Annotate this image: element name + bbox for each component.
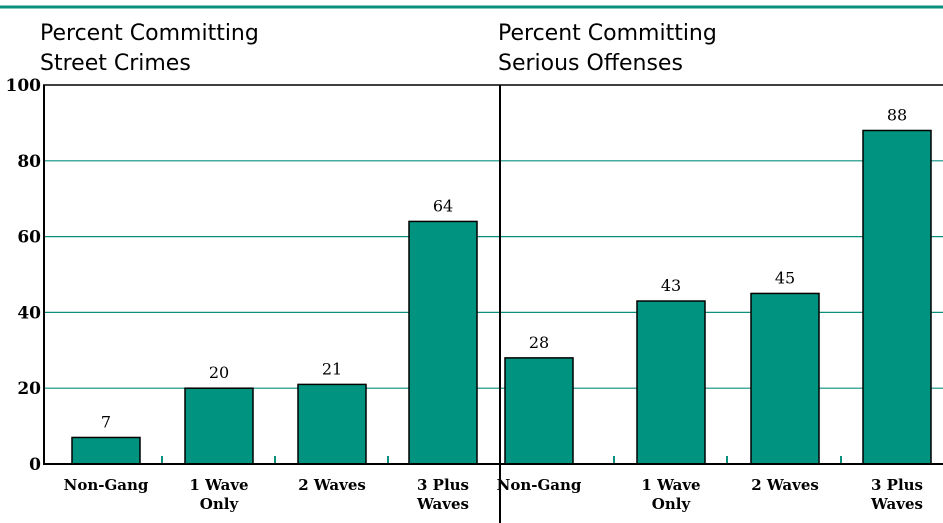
bar [862,129,932,465]
data-label: 20 [209,363,229,382]
x-tick-label: 2 Waves [751,476,819,494]
bar [504,357,574,465]
panel-title-1: Street Crimes [40,51,191,76]
y-tick-label: 40 [17,303,41,323]
bar [408,220,478,465]
y-tick-label: 80 [17,152,41,172]
data-label: 28 [529,333,549,352]
panel-title-2: Percent Committing [498,21,717,46]
bar [636,300,706,465]
x-tick-label: Non-Gang [64,476,149,494]
x-tick-label: Waves [416,495,469,513]
data-label: 45 [775,268,795,287]
x-tick-label: 1 Wave [641,476,700,494]
x-tick-label: 1 Wave [189,476,248,494]
y-tick-label: 60 [17,228,41,248]
data-label: 64 [433,196,453,215]
panel-title-1: Percent Committing [40,21,259,46]
data-label: 43 [661,276,681,295]
x-tick-label: Only [200,495,240,513]
data-label: 88 [887,105,907,124]
x-tick-label: 3 Plus [417,476,469,494]
x-tick-label: 3 Plus [871,476,923,494]
bar [750,292,820,465]
y-tick-label: 20 [17,379,41,399]
bar [71,436,141,465]
x-tick-label: Only [652,495,692,513]
panel-title-2: Serious Offenses [498,51,683,76]
data-label: 21 [322,359,342,378]
bar [184,387,254,465]
x-tick-label: Non-Gang [497,476,582,494]
y-tick-label: 0 [29,455,41,475]
bar [297,383,367,465]
x-tick-label: Waves [870,495,923,513]
y-tick-label: 100 [6,76,42,96]
x-tick-label: 2 Waves [298,476,366,494]
data-label: 7 [101,412,111,431]
